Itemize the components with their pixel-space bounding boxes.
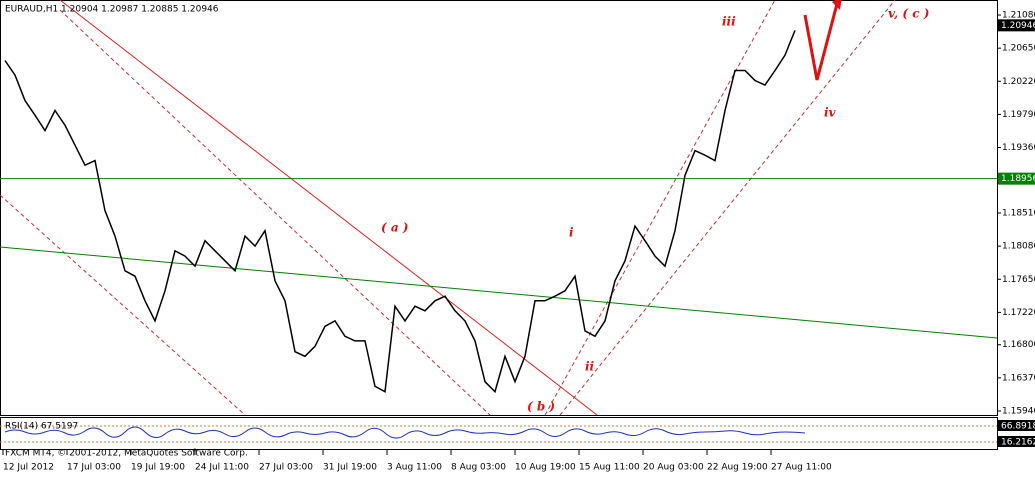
y-tick-label: 1.16800 [1002, 340, 1035, 350]
y-tick-label: 1.18510 [1002, 209, 1035, 219]
y-tick-label: 1.16370 [1002, 373, 1035, 383]
annotation: ( a ) [381, 221, 409, 235]
trend-line [59, 0, 598, 416]
trend-line [59, 9, 491, 416]
x-tick-label: 8 Aug 03:00 [451, 463, 506, 473]
rsi-title: RSI(14) 67.5197 [5, 422, 78, 432]
annotation: iv [824, 106, 837, 120]
level-label: 1.18956 [1001, 174, 1035, 184]
main-pane [0, 0, 998, 416]
footer: FXCM MT4, © 2001-2012, MetaQuotes Softwa… [5, 449, 248, 459]
y-tick-label: 1.15940 [1002, 406, 1035, 416]
x-tick-label: 20 Aug 03:00 [643, 463, 704, 473]
y-tick-label: 1.20650 [1002, 44, 1035, 54]
y-tick-label: 1.19790 [1002, 110, 1035, 120]
y-tick-label: 1.20220 [1002, 77, 1035, 87]
y-tick-label: 1.21080 [1002, 11, 1035, 21]
annotation: ( b ) [527, 400, 555, 414]
annotation: v, ( c ) [888, 7, 929, 21]
last-price-box [998, 19, 1035, 32]
x-tick-label: 19 Jul 19:00 [131, 463, 185, 473]
chart-title: EURAUD,H1 1.20904 1.20987 1.20885 1.2094… [5, 5, 219, 15]
x-tick-label: 3 Aug 11:00 [387, 463, 442, 473]
rsi-label: 16.2162 [1001, 438, 1035, 448]
channel-line [559, 0, 896, 416]
annotation: i [569, 226, 574, 240]
arrow-head [832, 0, 842, 10]
rsi-label-box [998, 420, 1035, 431]
x-tick-label: 31 Jul 19:00 [323, 463, 377, 473]
channel-line [544, 0, 776, 416]
rsi-line [4, 426, 806, 439]
level-box [998, 172, 1035, 185]
x-tick-label: 27 Jul 03:00 [259, 463, 313, 473]
x-tick-label: 15 Aug 11:00 [579, 463, 640, 473]
arrow [803, 0, 840, 81]
rsi-label-box [998, 436, 1035, 447]
y-tick-label: 1.18080 [1002, 242, 1035, 252]
x-tick-label: 22 Aug 19:00 [707, 463, 768, 473]
price-line [4, 30, 796, 394]
trend-line [0, 194, 246, 416]
x-tick-label: 17 Jul 03:00 [67, 463, 121, 473]
y-tick-label: 1.17220 [1002, 308, 1035, 318]
y-tick-label: 1.19360 [1002, 143, 1035, 153]
x-tick-label: 27 Aug 11:00 [771, 463, 832, 473]
y-tick-label: 1.17650 [1002, 275, 1035, 285]
rsi-label: 66.8918 [1001, 422, 1035, 432]
x-tick-label: 10 Aug 19:00 [515, 463, 576, 473]
annotation: iii [722, 15, 736, 29]
trend-line [0, 246, 998, 339]
x-tick-label: 12 Jul 2012 [3, 463, 54, 473]
annotation: ii [585, 360, 595, 374]
x-tick-label: 24 Jul 11:00 [195, 463, 249, 473]
last-price-label: 1.20946 [1001, 21, 1035, 31]
